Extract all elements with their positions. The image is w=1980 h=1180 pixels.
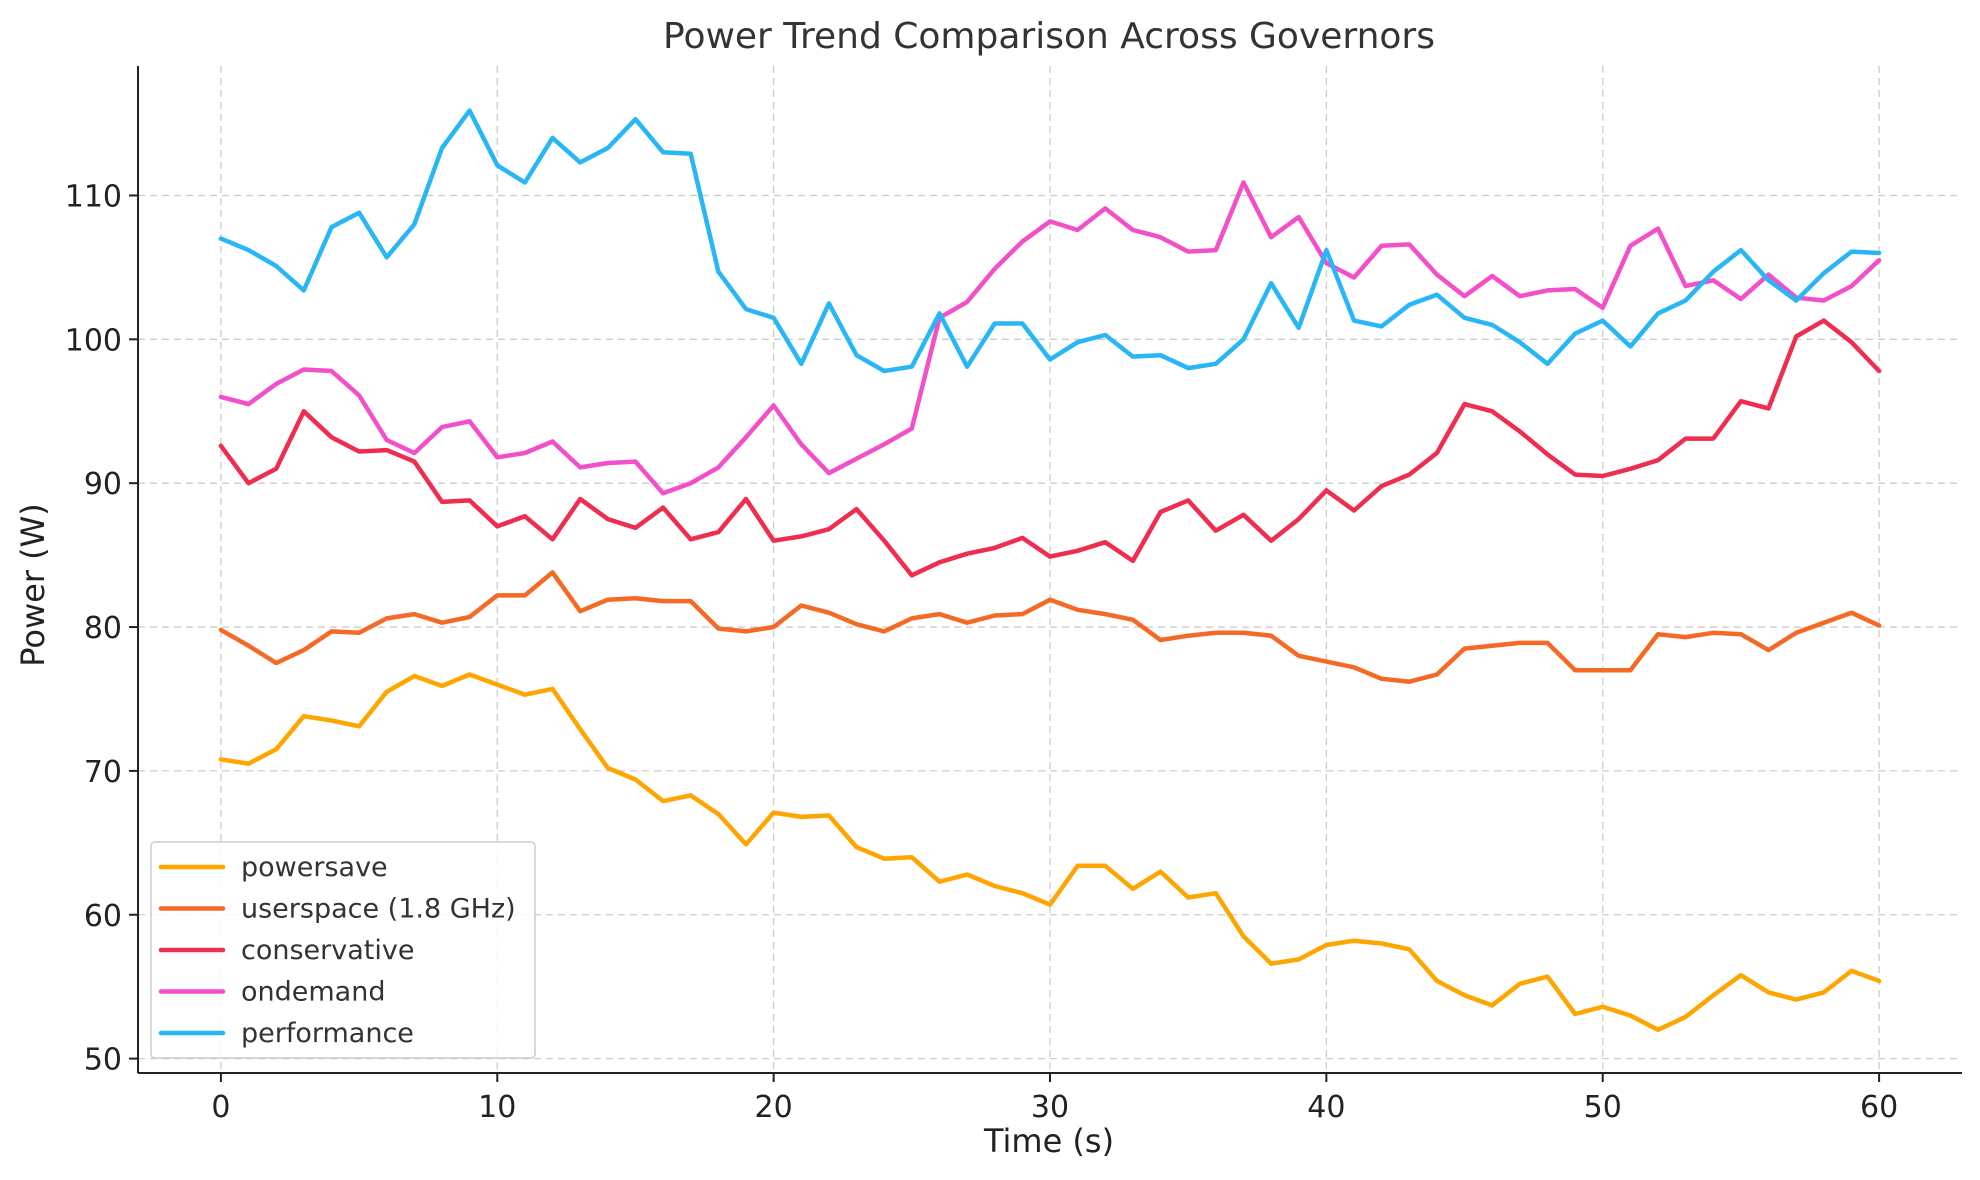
legend-label-powersave: powersave bbox=[241, 852, 388, 883]
legend-label-conservative: conservative bbox=[241, 935, 414, 966]
legend: powersave userspace (1.8 GHz) conservative… bbox=[150, 841, 536, 1059]
y-tick-label: 50 bbox=[84, 1043, 122, 1078]
x-tick-label: 60 bbox=[1860, 1090, 1898, 1125]
x-tick-label: 40 bbox=[1307, 1090, 1345, 1125]
y-tick-label: 100 bbox=[65, 323, 122, 358]
x-tick-label: 30 bbox=[1031, 1090, 1069, 1125]
tick-labels: 0 10 20 30 40 50 60 50 60 70 80 90 100 110 bbox=[65, 179, 1898, 1125]
legend-label-performance: performance bbox=[241, 1018, 414, 1049]
x-tick-label: 20 bbox=[755, 1090, 793, 1125]
legend-label-ondemand: ondemand bbox=[241, 977, 385, 1008]
legend-box bbox=[150, 841, 536, 1059]
series-line-userspace-1-8-ghz bbox=[218, 570, 1882, 684]
y-axis-label: Power (W) bbox=[14, 503, 52, 667]
chart-title: Power Trend Comparison Across Governors bbox=[663, 16, 1435, 57]
x-tick-label: 10 bbox=[478, 1090, 516, 1125]
y-tick-label: 80 bbox=[84, 611, 122, 646]
series-line-powersave bbox=[218, 672, 1882, 1033]
legend-label-userspace-1-8-ghz: userspace (1.8 GHz) bbox=[241, 894, 516, 925]
series-lines bbox=[218, 108, 1882, 1033]
axes bbox=[129, 66, 1962, 1082]
series-line-ondemand bbox=[218, 180, 1882, 496]
series-line-performance bbox=[218, 108, 1882, 374]
y-tick-label: 70 bbox=[84, 755, 122, 790]
y-tick-label: 110 bbox=[65, 179, 122, 214]
series-line-conservative bbox=[218, 318, 1882, 578]
x-tick-label: 50 bbox=[1584, 1090, 1622, 1125]
y-tick-label: 90 bbox=[84, 467, 122, 502]
x-axis-label: Time (s) bbox=[983, 1122, 1114, 1160]
y-tick-label: 60 bbox=[84, 899, 122, 934]
x-tick-label: 0 bbox=[211, 1090, 230, 1125]
